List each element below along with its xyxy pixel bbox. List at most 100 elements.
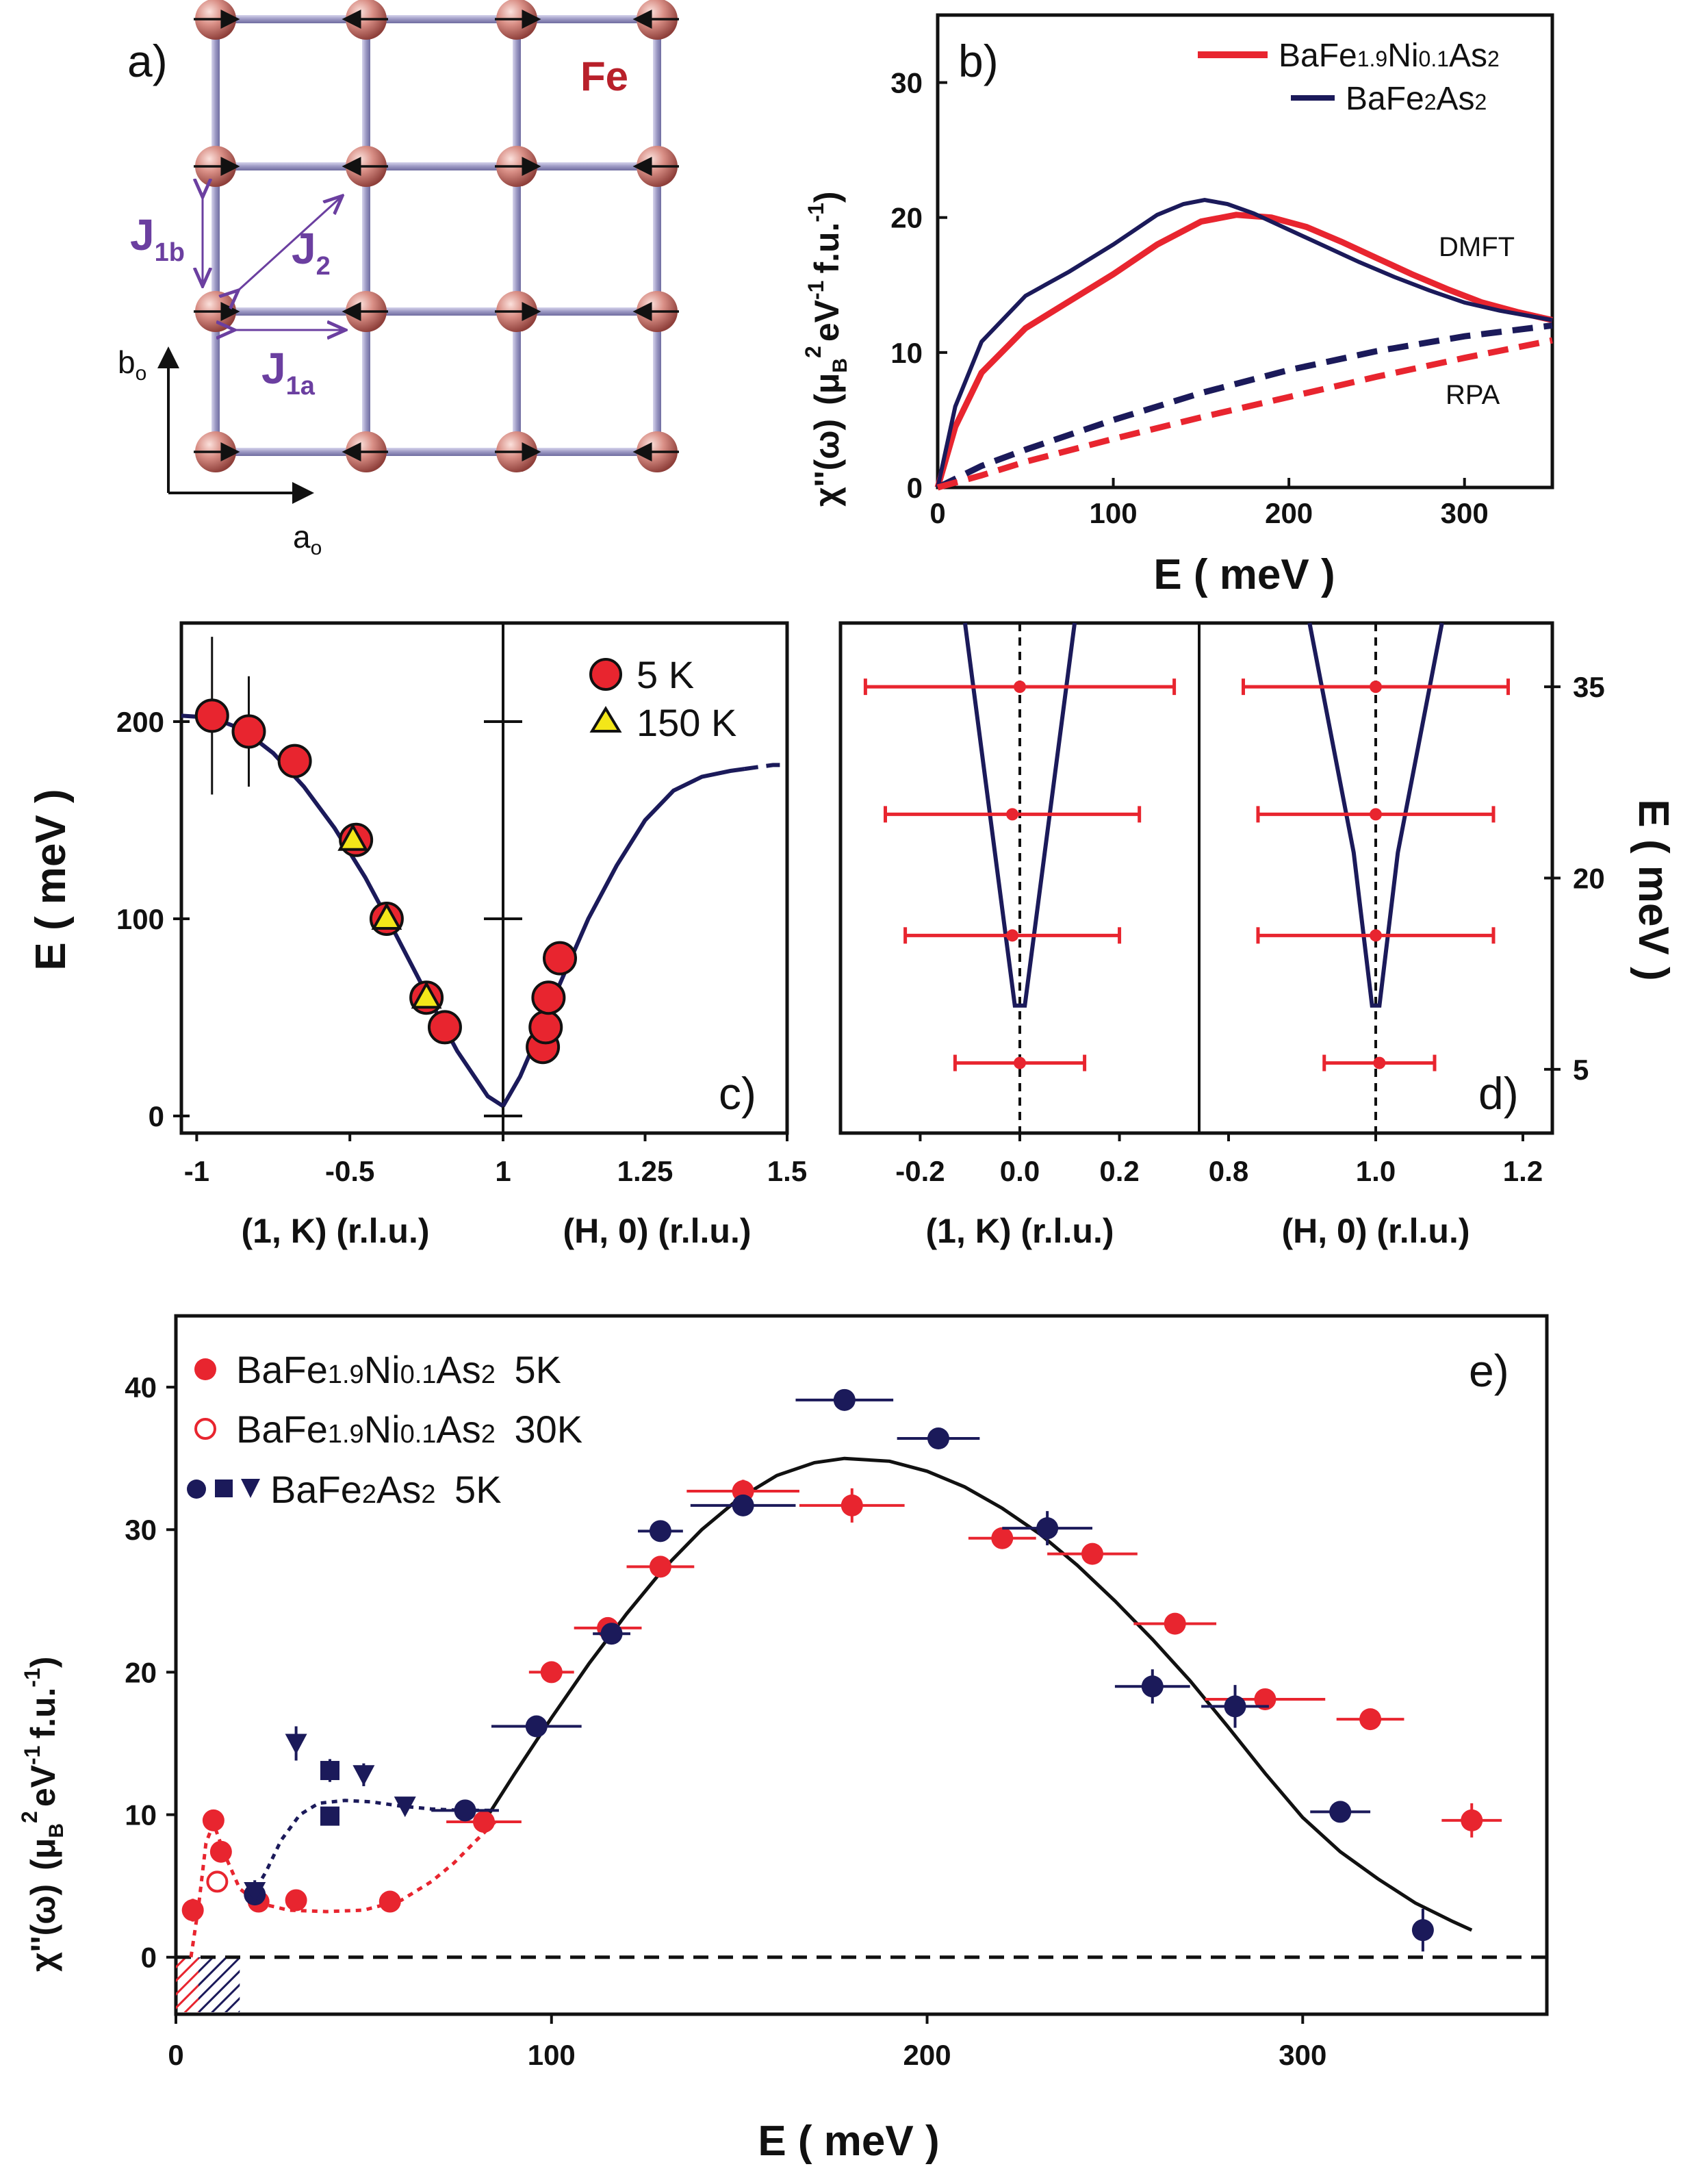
legend-b-item-2: BaFe2As2 — [1346, 81, 1487, 117]
panel-d-xtick-label: 0.8 — [1209, 1155, 1248, 1187]
legend-e-item-2: BaFe1.9Ni0.1As2 30K — [236, 1408, 582, 1451]
panel-b-ytick-label: 30 — [890, 67, 923, 99]
series-line-bafe1-9ni0-1as2-dmft — [934, 212, 1554, 489]
data-point-bafe1-9ni0-1as2-5k — [181, 1899, 204, 1922]
panel-d-xtick-label: 1.2 — [1503, 1155, 1543, 1187]
j2-label: J2 — [292, 224, 331, 281]
panel-c-xtick-label: -0.5 — [325, 1155, 374, 1187]
panel-b-legend: BaFe1.9Ni0.1As2 BaFe2As2 — [1198, 38, 1500, 117]
horizontal-bond-2 — [205, 307, 669, 316]
data-point-bafe2as2-5k-circles- — [833, 1388, 856, 1411]
panel-b-lines — [934, 198, 1554, 491]
panel-d-frame — [838, 621, 1554, 1135]
panel-b-ytick-label: 10 — [890, 337, 923, 369]
data-point-bafe1-9ni0-1as2-5k — [472, 1810, 495, 1833]
panel-e-ytick-label: 20 — [125, 1656, 157, 1688]
panel-d-label: d) — [1478, 1068, 1519, 1119]
panel-c-xtick-label: 1 — [495, 1155, 511, 1187]
legend-c-circle-marker — [589, 658, 622, 691]
panel-c-xlabel-left: (1, K) (r.l.u.) — [242, 1212, 430, 1250]
width-center-point — [1370, 681, 1382, 694]
data-point-bafe1-9ni0-1as2-30k — [206, 1870, 229, 1893]
data-point-bafe2as2-5k-circles- — [454, 1799, 476, 1822]
j1b-label: J1b — [130, 210, 185, 267]
vertical-bond-3 — [653, 14, 661, 462]
series-line-bafe1-9ni0-1as2-rpa — [936, 337, 1553, 491]
panel-c-ticks: 0 100 200 -1 -0.5 1 1.25 1.5 — [116, 706, 807, 1187]
panel-b-xtick-label: 0 — [929, 497, 945, 529]
fe-label: Fe — [580, 53, 628, 99]
panel-e-legend: BaFe1.9Ni0.1As2 5K BaFe1.9Ni0.1As2 30K B… — [187, 1348, 582, 1511]
panel-e-xtick-label: 0 — [168, 2039, 183, 2071]
panel-a-label: a) — [127, 36, 168, 86]
dmft-annotation: DMFT — [1439, 232, 1515, 262]
panel-e-xtick-label: 100 — [528, 2039, 576, 2071]
guide-line-red — [189, 1818, 497, 1958]
data-point-bafe2as2-5k-triangles- — [244, 1881, 266, 1903]
panel-d-xtick-label: 0.0 — [1000, 1155, 1040, 1187]
data-point-bafe2as2-5k-circles- — [1224, 1695, 1246, 1718]
data-point-bafe2as2-5k-circles- — [600, 1623, 623, 1645]
panel-d-ytick-label: 20 — [1573, 863, 1605, 895]
data-point-bafe1-9ni0-1as2-5k — [991, 1527, 1014, 1549]
panel-d-ytick-label: 35 — [1573, 671, 1605, 703]
data-point-bafe1-9ni0-1as2-5k — [1081, 1542, 1103, 1565]
panel-c-points — [194, 637, 577, 1065]
data-point-bafe1-9ni0-1as2-5k — [1254, 1688, 1276, 1710]
vertical-bond-1 — [362, 14, 370, 462]
panel-c-xtick-label: 1.25 — [617, 1155, 673, 1187]
panel-e-chart: 0 100 200 300 0 10 20 30 40 e) BaFe1.9Ni0.1As2 5… — [17, 1314, 1549, 2165]
panel-e-ylabel: χ''(ω)(μB2eV-1f.u.-1) — [17, 1656, 68, 1972]
data-point-bafe1-9ni0-1as2-5k — [378, 1890, 401, 1913]
panel-d-ylabel: E ( meV ) — [1630, 799, 1677, 980]
data-point-5k — [531, 980, 566, 1015]
panel-e-ticks: 0 100 200 300 0 10 20 30 40 — [125, 1371, 1326, 2071]
panel-b-xtick-label: 200 — [1265, 497, 1313, 529]
legend-e-navy-triangle — [241, 1479, 260, 1498]
lattice-bonds — [205, 14, 669, 462]
panel-c-label: c) — [719, 1068, 756, 1119]
data-point-150k — [411, 981, 442, 1009]
data-point-bafe1-9ni0-1as2-5k — [1359, 1708, 1382, 1731]
data-point-bafe2as2-5k-circles- — [927, 1427, 949, 1450]
series-line-bafe2as2-rpa — [936, 322, 1553, 491]
panel-d-xtick-label: -0.2 — [895, 1155, 945, 1187]
dispersion-left — [181, 713, 504, 1108]
data-point-bafe2as2-5k-squares- — [320, 1806, 339, 1826]
hatched-region-1 — [198, 1957, 240, 2012]
legend-e-item-1: BaFe1.9Ni0.1As2 5K — [236, 1348, 561, 1391]
panel-c-ytick-label: 200 — [116, 706, 164, 738]
panel-e-xtick-label: 300 — [1279, 2039, 1326, 2071]
legend-c-triangle-marker — [589, 706, 622, 733]
data-point-5k — [277, 744, 312, 778]
data-point-bafe2as2-5k-circles- — [1141, 1675, 1164, 1698]
panel-b-frame — [936, 13, 1554, 490]
data-point-bafe2as2-5k-triangles- — [394, 1796, 416, 1818]
vertical-bond-0 — [211, 14, 220, 462]
data-point-bafe1-9ni0-1as2-5k — [202, 1809, 224, 1831]
legend-e-filled-circle — [194, 1358, 216, 1380]
panel-b-xlabel: E ( meV ) — [1153, 551, 1335, 598]
width-center-point — [1014, 681, 1026, 694]
horizontal-bond-3 — [205, 448, 669, 456]
data-point-5k — [194, 698, 229, 733]
data-point-bafe1-9ni0-1as2-5k — [840, 1494, 863, 1516]
data-point-bafe1-9ni0-1as2-5k — [540, 1661, 563, 1684]
data-point-bafe1-9ni0-1as2-5k — [285, 1889, 307, 1912]
panel-d-chart: 5 20 35 -0.2 0.0 0.2 0.8 1.0 1.2 d) E ( meV ) (1… — [838, 621, 1677, 1250]
bo-label: bo — [118, 344, 146, 385]
panel-c-xtick-label: 1.5 — [767, 1155, 807, 1187]
panel-d-ytick-label: 5 — [1573, 1054, 1589, 1086]
panel-c-frame — [179, 621, 789, 1135]
data-point-bafe1-9ni0-1as2-5k — [209, 1840, 232, 1863]
data-point-bafe2as2-5k-circles- — [1036, 1517, 1059, 1540]
legend-e-item-3: BaFe2As2 5K — [270, 1468, 502, 1511]
panel-d-lines — [962, 622, 1444, 1133]
panel-c-chart: 0 100 200 -1 -0.5 1 1.25 1.5 c) 5 K 150 K E ( m… — [27, 621, 807, 1250]
data-point-bafe2as2-5k-circles- — [1329, 1801, 1352, 1823]
width-center-point — [1370, 808, 1382, 821]
j1a-label: J1a — [261, 344, 316, 401]
panel-b-ylabel: χ''(ω)(μB2eV-1f.u.-1) — [801, 191, 851, 507]
panel-e-lines — [176, 1456, 1547, 2012]
